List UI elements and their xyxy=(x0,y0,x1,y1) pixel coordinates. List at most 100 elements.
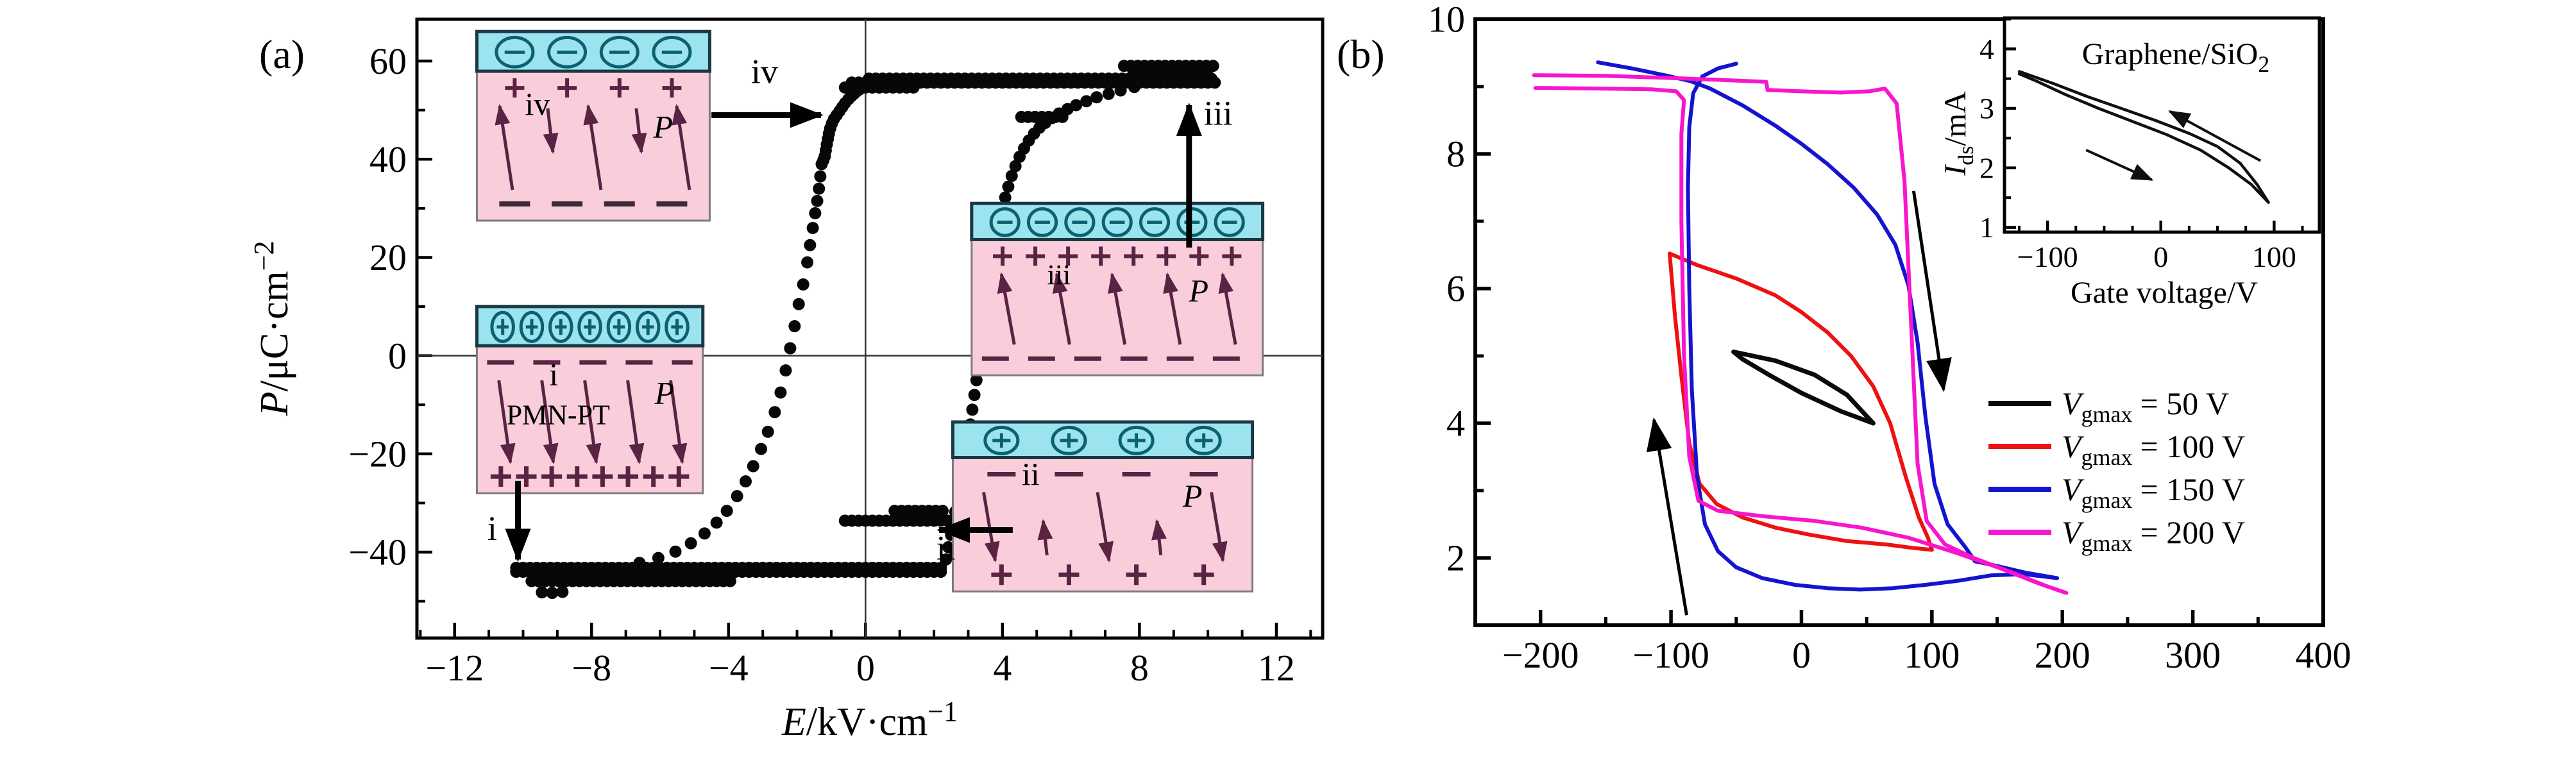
pe-data-point xyxy=(1208,76,1221,89)
dipole-arrow-downL xyxy=(1096,492,1114,563)
pe-data-point xyxy=(731,490,743,503)
pe-data-point xyxy=(814,170,827,183)
plot-frame xyxy=(415,17,1325,640)
graphene-inset-axes: −100 0 100 1 2 3 4 xyxy=(1979,16,2321,273)
minus-charge-icon xyxy=(1064,207,1096,237)
dipole-arrow-upS xyxy=(1037,519,1053,555)
minus-charge-icon xyxy=(1176,207,1208,237)
minus-charge-icon xyxy=(652,35,692,69)
legend-label-100v: Vgmax = 100 V xyxy=(2062,428,2245,470)
pe-data-point xyxy=(940,553,953,566)
inset-down-right-arrow xyxy=(2085,149,2154,181)
pe-data-point xyxy=(1128,81,1140,94)
sweep-down-arrow xyxy=(1911,190,1952,392)
pe-data-point xyxy=(1009,160,1022,173)
legend-label-200v: Vgmax = 200 V xyxy=(2062,514,2245,556)
polarization-schematic-iii: iii P xyxy=(970,201,1265,376)
pe-data-point xyxy=(684,537,697,550)
polarization-schematic-iv: iv P xyxy=(475,29,711,222)
y-tick-label: 0 xyxy=(388,335,407,376)
pe-data-point xyxy=(935,566,947,578)
pe-data-point xyxy=(546,587,559,600)
x-tick-label: −100 xyxy=(2017,240,2078,273)
x-tick-label: 100 xyxy=(1904,634,1960,676)
dipole-arrow-downS xyxy=(631,108,647,155)
legend-label-50v: Vgmax = 50 V xyxy=(2062,385,2229,427)
pe-data-point xyxy=(747,460,759,473)
inset-text-P: P xyxy=(1188,273,1208,308)
graphene-inset-xaxis-title: Gate voltage/V xyxy=(2071,276,2258,310)
dipole-arrow-upL xyxy=(997,272,1016,345)
pe-data-point xyxy=(788,320,801,333)
pe-data-point xyxy=(652,552,665,564)
pe-data-point xyxy=(811,194,824,207)
transfer-curves xyxy=(1532,60,2069,595)
plus-charge-icon xyxy=(1051,425,1087,455)
pe-data-point xyxy=(1114,84,1127,97)
curve-Vgmax=100V xyxy=(1668,251,1934,552)
dipole-arrow-upL xyxy=(1163,272,1182,345)
y-tick-label: 6 xyxy=(1446,268,1465,310)
pe-data-point xyxy=(1102,87,1115,100)
pe-data-point xyxy=(1002,180,1015,193)
y-tick-label: 2 xyxy=(1979,151,1994,184)
graphene-inset-title: Graphene/SiO2 xyxy=(2082,37,2270,77)
inset-text-PMN-PT: PMN-PT xyxy=(507,399,610,430)
pe-data-point xyxy=(936,505,949,518)
pe-data-point xyxy=(1005,169,1018,182)
plus-charge-icon xyxy=(519,310,545,343)
pe-data-point xyxy=(797,278,809,291)
minus-charge-icon xyxy=(1214,207,1245,237)
inset-up-left-arrow xyxy=(2168,110,2262,162)
y-tick-label: −20 xyxy=(348,434,407,475)
curve-Vgmax=50V xyxy=(1731,350,1876,426)
plus-charge-icon xyxy=(490,310,515,343)
y-tick-label: 3 xyxy=(1979,92,1994,125)
x-tick-label: 300 xyxy=(2165,634,2221,676)
x-tick-label: −100 xyxy=(1632,634,1709,676)
y-tick-label: 4 xyxy=(1979,33,1994,65)
pe-data-point xyxy=(968,389,981,401)
state-label-ii: ii xyxy=(936,528,956,567)
pe-data-point xyxy=(1080,95,1093,108)
pe-data-point xyxy=(755,442,768,455)
polarization-schematic-i: i PMN-PT P xyxy=(475,305,705,494)
graphene-inset: −100 0 100 1 2 3 4 Graphene/SiO2 Gate voltage/… xyxy=(1938,16,2321,310)
state-label-iv: iv xyxy=(751,53,778,91)
y-tick-label: 40 xyxy=(369,139,407,180)
plus-charge-icon xyxy=(665,310,690,343)
inset-text-P: P xyxy=(654,375,675,410)
minus-charge-icon xyxy=(989,207,1021,237)
y-tick-label: 8 xyxy=(1446,133,1465,175)
panel-a-yaxis-title: P/μC·cm−2 xyxy=(248,241,296,417)
curve-Vgmax=200V xyxy=(1533,86,2069,595)
panel-a-xaxis-title: E/kV·cm−1 xyxy=(781,696,958,744)
x-tick-label: −12 xyxy=(425,647,484,689)
pe-data-point xyxy=(1070,99,1083,112)
dipole-arrow-upL xyxy=(495,104,514,190)
pe-data-point xyxy=(942,541,955,553)
plus-charge-icon xyxy=(1118,425,1155,455)
inset-text-iv: iv xyxy=(525,86,550,122)
y-tick-label: 20 xyxy=(369,237,407,278)
graphene-inset-curves xyxy=(2017,70,2270,204)
minus-charge-icon xyxy=(547,35,588,69)
plus-charge-icon xyxy=(1185,425,1222,455)
state-label-i: i xyxy=(487,509,497,548)
panel-a-letter: (a) xyxy=(259,31,305,77)
pe-data-point xyxy=(1090,91,1103,104)
pe-data-point xyxy=(698,527,711,540)
minus-charge-icon xyxy=(1026,207,1058,237)
state-label-iii: iii xyxy=(1204,94,1233,133)
legend: Vgmax = 50 V Vgmax = 100 V Vgmax = 150 V Vg… xyxy=(1988,385,2245,556)
pe-data-point xyxy=(779,364,792,377)
plus-charge-icon xyxy=(635,310,661,343)
x-tick-label: 400 xyxy=(2296,634,2351,676)
dipole-arrow-downL xyxy=(583,380,602,465)
dipole-arrow-downL xyxy=(540,380,559,465)
x-tick-label: −4 xyxy=(709,647,749,689)
